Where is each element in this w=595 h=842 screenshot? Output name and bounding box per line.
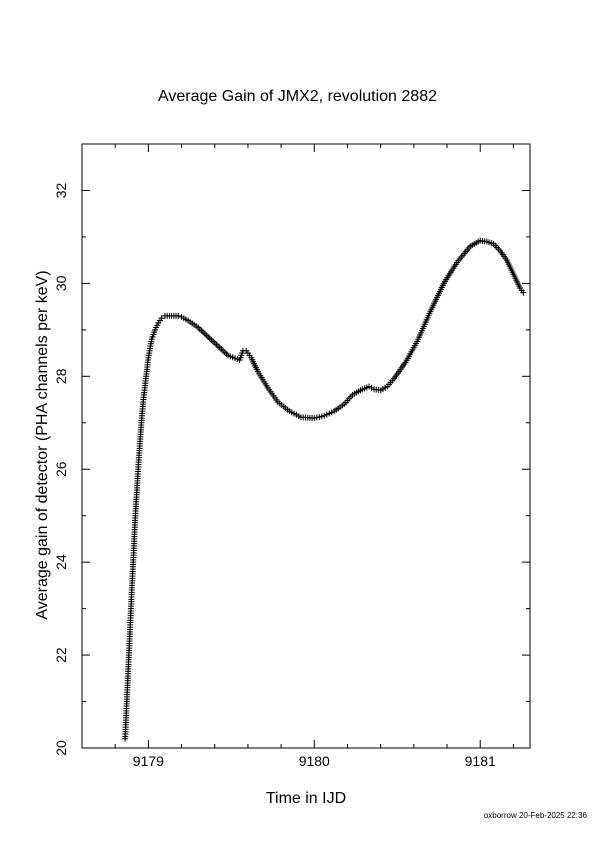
- y-axis-label: Average gain of detector (PHA channels p…: [34, 270, 51, 620]
- y-tick-label: 24: [53, 554, 69, 570]
- x-tick-label: 9181: [465, 753, 496, 769]
- axis-ticks: [82, 144, 530, 749]
- data-markers: [122, 237, 527, 742]
- plot-frame: [81, 143, 531, 749]
- x-tick-label: 9179: [133, 753, 164, 769]
- x-axis-label: Time in IJD: [265, 790, 347, 807]
- x-tick-label: 9180: [299, 753, 330, 769]
- y-tick-label: 32: [53, 182, 69, 198]
- footer-stamp: oxborrow 20-Feb-2025 22:36: [483, 811, 587, 820]
- y-tick-label: 20: [53, 740, 69, 756]
- axis-tick-labels: 9179 9180 9181 20 22 24 26 28 30 32: [53, 182, 496, 769]
- y-tick-label: 30: [53, 275, 69, 291]
- y-tick-label: 22: [53, 647, 69, 663]
- chart-title: Average Gain of JMX2, revolution 2882: [158, 88, 437, 105]
- data-point: [175, 312, 182, 319]
- y-tick-label: 28: [53, 368, 69, 384]
- y-tick-label: 26: [53, 461, 69, 477]
- data-point: [520, 289, 527, 296]
- data-point: [158, 315, 165, 322]
